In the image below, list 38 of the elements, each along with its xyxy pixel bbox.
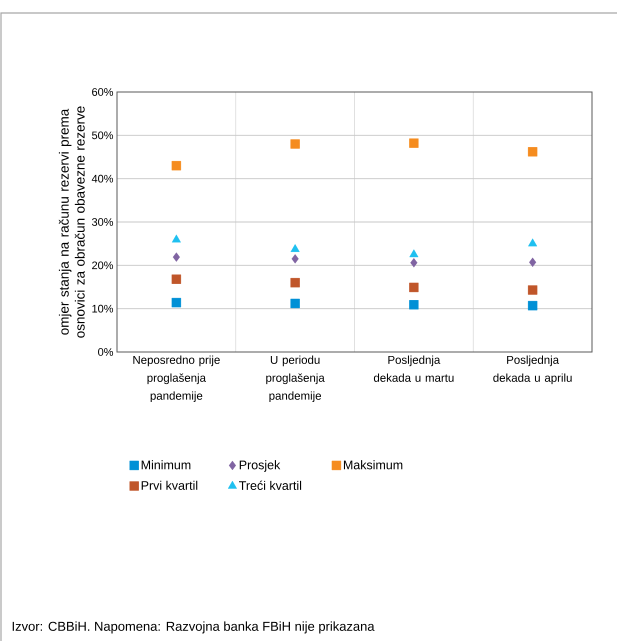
legend-label: Minimum (142, 460, 190, 470)
y-tick-label: 0% (98, 348, 114, 356)
point (290, 278, 300, 288)
legend-label: Prvi kvartil (142, 480, 198, 490)
point (292, 254, 299, 264)
legend-label: Prosjek (240, 460, 280, 472)
point (528, 147, 538, 156)
x-tick-label: Neposredno prije proglašenja pandemije (133, 356, 220, 402)
point (290, 298, 300, 308)
y-tick-label: 10% (92, 304, 114, 313)
point (409, 138, 419, 148)
point (528, 285, 538, 295)
y-tick-label: 20% (92, 261, 114, 270)
legend-label: Treći kvartil (239, 480, 302, 490)
point (172, 252, 180, 262)
point (172, 234, 181, 242)
point (290, 244, 300, 252)
point (409, 300, 419, 310)
y-axis-title: omjer stanja na računu rezervi prema osnovici za obračun obavezne rezerve (58, 106, 85, 338)
point (528, 238, 538, 246)
point (172, 298, 182, 308)
x-tick-label: U periodu proglašenja pandemije (266, 356, 325, 402)
y-tick-label: 40% (92, 174, 114, 183)
y-tick-label: 30% (92, 218, 114, 226)
point (529, 258, 536, 267)
point (528, 300, 538, 310)
point (410, 258, 418, 268)
point (172, 160, 182, 170)
point (409, 282, 419, 292)
x-tick-label: Posljednja dekada u aprilu (493, 356, 572, 384)
y-tick-label: 50% (92, 131, 114, 140)
point (290, 139, 300, 149)
point (409, 249, 418, 258)
y-tick-label: 60% (92, 88, 114, 96)
point (172, 274, 182, 284)
x-tick-label: Posljednja dekada u martu (374, 356, 454, 382)
text: Izvor: CBBiH. Napomena: Razvojna banka FBiH nije prikazana (12, 621, 375, 634)
legend-label: Maksimum (344, 460, 402, 470)
